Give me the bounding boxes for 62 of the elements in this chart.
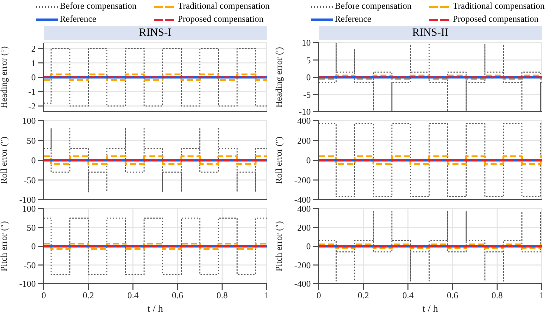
x-tick-label: 1 [264,290,270,300]
y-tick-label: 200 [298,136,312,146]
y-tick-label: 0 [32,242,36,252]
y-axis-title: Roll error (″) [274,136,284,184]
y-tick-label: -50 [24,175,36,186]
x-tick-label: 0.4 [402,290,414,300]
y-tick-label: -50 [24,260,36,270]
x-axis-title: t / h [148,304,164,315]
y-tick-label: 10 [302,38,312,48]
y-axis-title: Heading error (°) [0,46,10,109]
legend-label: Proposed compensation [453,13,539,26]
chart-title: RINS-I [44,26,267,40]
x-tick-label: 0.6 [172,290,184,300]
y-tick-label: -5 [304,90,312,100]
y-axis-title: Pitch error (″) [274,221,284,272]
line-series [44,128,267,193]
y-tick-label: 400 [298,116,312,126]
y-tick-label: -100 [20,279,36,290]
legend-label: Reference [335,13,372,26]
legend-label: Traditional compensation [453,0,545,13]
x-tick-label: 0 [42,290,47,300]
legend-label: Before compensation [60,0,137,13]
x-tick-label: 0 [316,290,322,300]
line-series [319,211,542,282]
legend-label: Before compensation [335,0,412,13]
y-axis-title: Heading error (′) [274,47,284,108]
x-axis-title: t / h [422,304,438,315]
chart-title: RINS-II [319,26,542,40]
y-axis-title: Pitch error (″) [0,221,10,272]
y-tick-label: 0 [32,156,36,166]
x-tick-label: 0.8 [216,290,229,300]
x-tick-label: 0.2 [82,290,94,300]
legend-label: Proposed compensation [178,13,264,26]
y-tick-label: 100 [22,204,36,214]
y-tick-label: -100 [20,195,36,206]
y-tick-label: -1 [28,87,36,98]
x-tick-label: 0.6 [447,290,459,300]
y-tick-label: 5 [306,55,312,66]
y-tick-label: -10 [299,107,312,118]
y-tick-label: 0 [306,156,312,166]
x-tick-label: 1 [540,290,544,300]
y-tick-label: -200 [294,175,312,186]
x-tick-label: 0.2 [358,290,370,300]
y-tick-label: -2 [28,101,36,112]
y-axis-title: Roll error (″) [0,136,10,184]
legend-label: Reference [60,13,96,26]
y-tick-label: -400 [294,279,312,290]
y-tick-label: 0 [306,72,312,83]
y-tick-label: 100 [22,116,36,126]
y-tick-label: 200 [298,222,312,233]
y-tick-label: -400 [294,195,312,206]
x-tick-label: 0.8 [492,290,504,300]
y-tick-label: 50 [27,136,36,146]
y-tick-label: 0 [306,242,312,252]
y-tick-label: 0 [32,72,36,83]
y-tick-label: 50 [27,222,36,233]
y-tick-label: -200 [294,260,312,270]
y-tick-label: 2 [32,44,36,54]
x-tick-label: 0.4 [128,290,140,300]
y-tick-label: 400 [298,204,312,214]
y-tick-label: 1 [32,58,36,68]
legend-label: Traditional compensation [178,0,270,13]
